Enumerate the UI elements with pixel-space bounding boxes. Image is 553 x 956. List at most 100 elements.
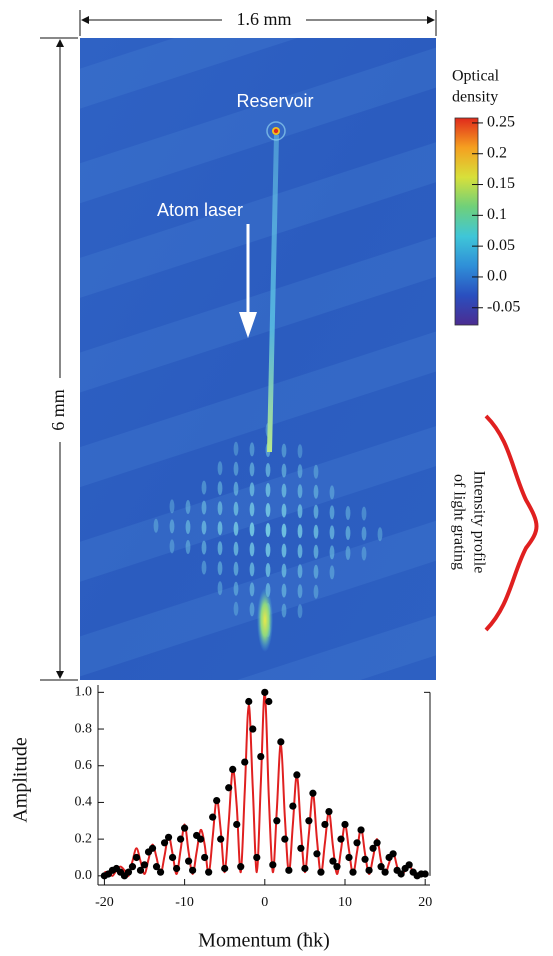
spot: [185, 520, 191, 534]
spot: [281, 523, 287, 538]
data-point: [377, 863, 385, 871]
data-point: [132, 853, 141, 862]
spot: [217, 501, 223, 516]
spot: [361, 506, 367, 521]
data-point: [301, 864, 309, 873]
spot: [185, 500, 191, 514]
data-point: [405, 861, 413, 869]
y-tick-label: 1.0: [75, 685, 93, 700]
spot: [345, 526, 351, 540]
spot: [329, 485, 335, 500]
data-point: [160, 839, 169, 847]
colorbar-title: Optical: [452, 68, 500, 85]
height-label: 6 mm: [48, 389, 68, 431]
spot: [185, 540, 191, 554]
spot: [281, 563, 287, 578]
data-point: [253, 853, 261, 862]
spot: [281, 443, 287, 458]
spot: [297, 604, 303, 619]
y-tick-label: 0.4: [75, 795, 93, 810]
spot: [281, 583, 287, 598]
data-point: [285, 866, 293, 874]
spot: [249, 542, 255, 557]
spot: [265, 523, 271, 537]
spot: [281, 463, 287, 478]
data-point: [397, 870, 405, 878]
spot: [329, 565, 335, 580]
spot: [265, 563, 271, 577]
spot: [249, 522, 255, 537]
spot: [265, 463, 271, 477]
spot: [217, 541, 223, 556]
colorbar: [454, 117, 479, 326]
spot: [281, 543, 287, 558]
spot: [249, 562, 255, 577]
intensity-profile: [484, 414, 539, 632]
spot: [233, 601, 239, 616]
data-point: [265, 697, 273, 706]
spot: [265, 483, 271, 497]
data-point: [317, 868, 325, 876]
spot: [201, 560, 207, 575]
spot: [233, 461, 239, 476]
data-point: [349, 868, 357, 876]
colorbar-tick-label: 0.25: [487, 114, 515, 131]
data-point: [321, 820, 329, 829]
data-point: [361, 855, 369, 863]
spot: [297, 464, 303, 479]
data-point: [325, 808, 333, 816]
spot: [265, 543, 271, 557]
spot: [329, 505, 335, 520]
spot: [249, 602, 255, 617]
data-point: [333, 863, 341, 871]
spot: [297, 544, 303, 559]
data-point: [172, 864, 181, 873]
label-backdrop: [50, 378, 70, 442]
data-point: [136, 866, 145, 874]
data-point: [148, 844, 157, 852]
data-point: [357, 826, 365, 834]
spot: [297, 564, 303, 579]
x-tick-label: 0: [261, 895, 268, 910]
data-point: [329, 857, 337, 865]
spot: [169, 539, 175, 554]
spot: [313, 464, 319, 479]
spot: [297, 504, 303, 519]
data-point: [289, 802, 297, 810]
data-point: [353, 839, 361, 847]
chart: 0.0 0.2 0.4 0.6 0.8 1.0 -20 -10 0 10 20: [75, 685, 433, 911]
spot: [249, 582, 255, 597]
data-point: [309, 789, 317, 797]
spot: [297, 444, 303, 459]
spot: [249, 502, 255, 517]
spot: [297, 584, 303, 599]
spot: [361, 526, 367, 541]
colorbar-tick-label: 0.15: [487, 175, 515, 192]
spot: [313, 524, 319, 539]
colorbar-title: density: [452, 89, 498, 106]
data-point: [181, 824, 189, 832]
data-point: [140, 861, 149, 869]
colorbar-tick-label: -0.05: [487, 298, 520, 315]
spot: [217, 461, 223, 476]
diffraction-pattern: [153, 423, 383, 637]
data-point: [365, 866, 373, 874]
spot: [233, 561, 239, 576]
data-point: [421, 870, 429, 878]
data-point: [209, 813, 217, 821]
colorbar-tick-label: 0.1: [487, 206, 507, 223]
data-point: [261, 688, 269, 696]
x-tick-label: -20: [95, 895, 114, 910]
data-point: [293, 771, 301, 779]
spot: [217, 521, 223, 536]
data-point: [345, 853, 353, 862]
unused: [485, 415, 540, 630]
spot: [217, 481, 223, 496]
spot: [201, 500, 207, 515]
bright-spot: [257, 588, 273, 652]
data-point: [185, 857, 193, 865]
data-point: [381, 868, 389, 876]
data-point: [168, 853, 177, 862]
data-point: [189, 866, 197, 874]
colorbar-tick-label: 0.0: [487, 268, 507, 285]
